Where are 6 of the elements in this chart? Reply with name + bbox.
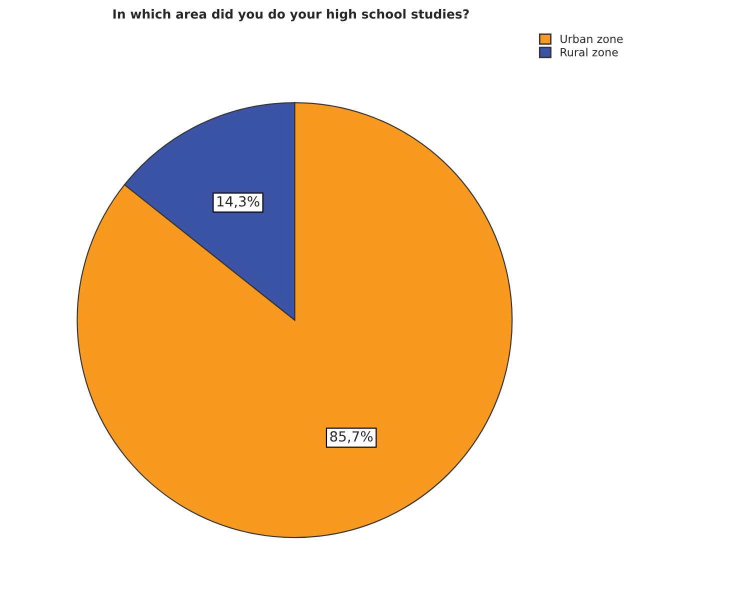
legend-label: Rural zone xyxy=(560,48,618,56)
chart-title: In which area did you do your high school studies? xyxy=(113,9,469,22)
pie-slice xyxy=(76,102,513,538)
data-label: 14,3% xyxy=(217,196,260,208)
legend-label: Urban zone xyxy=(560,34,623,44)
data-label: 85,7% xyxy=(330,431,373,444)
